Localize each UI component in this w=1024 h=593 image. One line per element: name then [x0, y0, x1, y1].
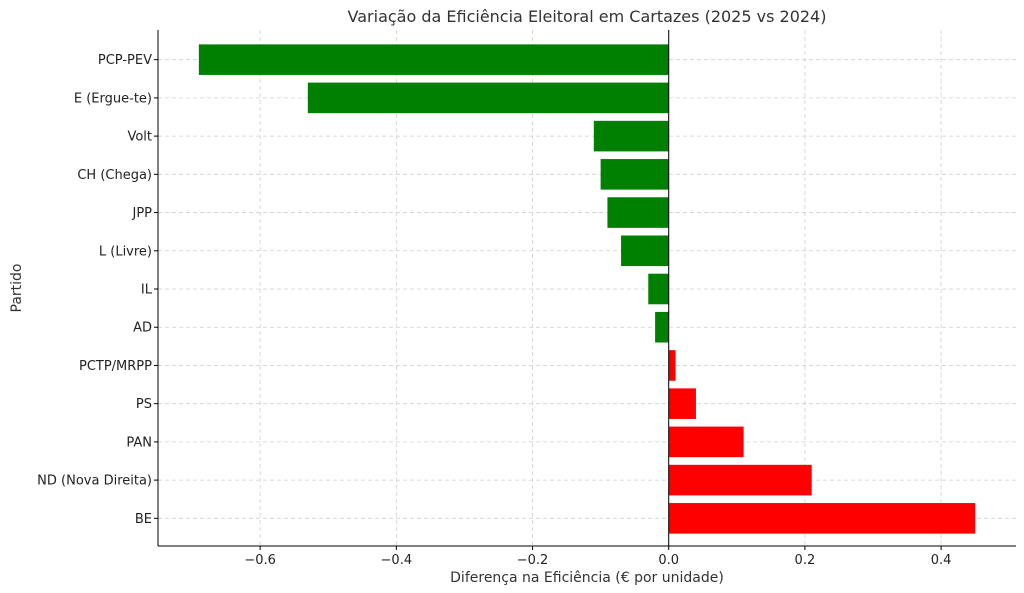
bar-pctp-mrpp	[668, 350, 676, 381]
bars-layer	[198, 44, 976, 534]
y-tick-label: JPP	[131, 206, 152, 221]
bar-be	[668, 503, 976, 534]
y-tick-label: BE	[135, 512, 152, 527]
y-tick-label: PS	[136, 397, 152, 412]
bar-ch-chega	[600, 159, 669, 190]
chart-title: Variação da Eficiência Eleitoral em Cart…	[348, 7, 827, 26]
axes-layer: −0.6 −0.4 −0.2 0.0 0.2 0.4 PCP-PEV E (Ergue-te)…	[37, 30, 1016, 568]
x-tick-label: −0.2	[517, 553, 549, 568]
x-tick-label: −0.6	[244, 553, 276, 568]
bar-pcp-pev	[198, 44, 669, 75]
y-tick-label: ND (Nova Direita)	[37, 474, 152, 489]
x-tick-label: 0.0	[658, 553, 679, 568]
bar-ad	[655, 311, 669, 343]
y-tick-label: L (Livre)	[99, 244, 152, 259]
y-tick-label: E (Ergue-te)	[74, 91, 152, 106]
y-tick-label: CH (Chega)	[77, 168, 152, 183]
bar-jpp	[607, 197, 669, 228]
x-tick-label: 0.4	[931, 553, 952, 568]
bar-e-ergue-te	[307, 82, 669, 114]
x-tick-label: 0.2	[795, 553, 816, 568]
bar-volt	[593, 120, 669, 152]
bar-il	[648, 273, 669, 305]
y-tick-label: IL	[141, 283, 153, 298]
y-tick-label: PCP-PEV	[98, 53, 152, 68]
y-tick-label: Volt	[127, 130, 152, 145]
bar-ps	[668, 388, 696, 419]
y-tick-label: PAN	[126, 435, 152, 450]
y-axis-label: Partido	[9, 264, 25, 313]
x-tick-label: −0.4	[381, 553, 413, 568]
y-tick-label: AD	[133, 321, 152, 336]
bar-nd-nova-direita	[668, 464, 812, 496]
x-axis-label: Diferença na Eficiência (€ por unidade)	[450, 570, 724, 586]
y-tick-label: PCTP/MRPP	[79, 359, 152, 374]
bar-pan	[668, 426, 744, 458]
bar-l-livre	[621, 235, 669, 267]
